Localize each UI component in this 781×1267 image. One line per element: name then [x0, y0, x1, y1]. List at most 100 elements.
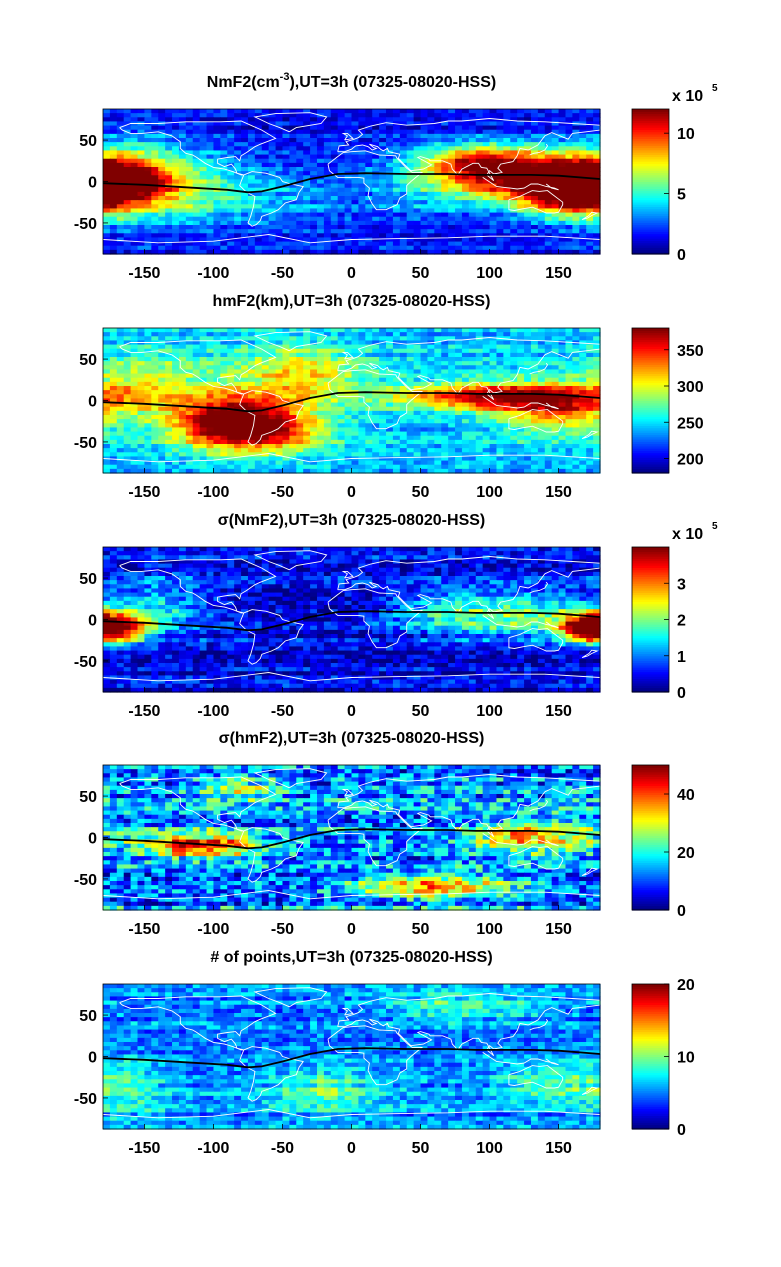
heatmap-cell	[420, 402, 429, 408]
heatmap-cell	[461, 158, 470, 164]
heatmap-cell	[234, 328, 242, 333]
heatmap-cell	[158, 456, 166, 462]
heatmap-cell	[254, 196, 263, 201]
heatmap-cell	[241, 460, 249, 466]
heatmap-cell	[116, 142, 125, 147]
heatmap-cell	[372, 220, 380, 226]
heatmap-cell	[337, 179, 346, 185]
heatmap-cell	[316, 423, 325, 429]
heatmap-cell	[579, 448, 587, 453]
heatmap-cell	[482, 444, 491, 449]
heatmap-cell	[213, 204, 221, 210]
heatmap-cell	[572, 237, 580, 243]
heatmap-cell	[420, 369, 429, 375]
heatmap-cell	[289, 394, 297, 400]
heatmap-cell	[192, 452, 201, 458]
heatmap-cell	[275, 249, 284, 255]
heatmap-cell	[434, 373, 442, 379]
heatmap-cell	[303, 439, 311, 445]
heatmap-cell	[455, 245, 463, 251]
heatmap-cell	[172, 394, 180, 400]
heatmap-cell	[296, 381, 304, 387]
heatmap-cell	[489, 117, 498, 123]
heatmap-cell	[551, 435, 560, 441]
heatmap-cell	[227, 196, 235, 201]
heatmap-cell	[372, 444, 380, 449]
heatmap-cell	[392, 225, 401, 230]
heatmap-cell	[247, 456, 256, 462]
colorbar-step	[632, 113, 669, 117]
heatmap-cell	[399, 245, 408, 251]
heatmap-cell	[220, 344, 228, 350]
heatmap-cell	[247, 171, 256, 176]
heatmap-cell	[275, 336, 284, 342]
heatmap-cell	[296, 332, 304, 337]
heatmap-cell	[227, 369, 235, 375]
heatmap-cell	[109, 162, 118, 168]
heatmap-cell	[137, 125, 146, 131]
heatmap-cell	[116, 452, 125, 458]
heatmap-cell	[137, 365, 146, 371]
heatmap-cell	[247, 390, 256, 395]
heatmap-cell	[337, 212, 346, 218]
heatmap-cell	[530, 423, 539, 429]
heatmap-cell	[441, 373, 449, 379]
heatmap-cell	[448, 435, 456, 441]
heatmap-cell	[413, 225, 422, 230]
heatmap-cell	[254, 138, 263, 143]
heatmap-cell	[220, 340, 228, 346]
heatmap-cell	[337, 439, 346, 445]
heatmap-cell	[178, 344, 187, 350]
heatmap-cell	[572, 179, 580, 185]
heatmap-cell	[517, 117, 525, 123]
heatmap-cell	[282, 373, 290, 379]
heatmap-cell	[303, 357, 311, 362]
heatmap-cell	[165, 377, 173, 383]
heatmap-cell	[593, 167, 601, 172]
heatmap-cell	[303, 419, 311, 424]
heatmap-cell	[586, 406, 594, 412]
heatmap-cell	[434, 225, 442, 230]
heatmap-cell	[530, 142, 539, 147]
heatmap-cell	[261, 133, 270, 139]
heatmap-cell	[116, 121, 125, 127]
heatmap-cell	[268, 241, 277, 247]
heatmap-cell	[268, 398, 277, 404]
heatmap-cell	[289, 328, 297, 333]
heatmap-cell	[455, 175, 463, 181]
heatmap-cell	[165, 352, 173, 358]
heatmap-cell	[165, 117, 173, 123]
heatmap-cell	[316, 381, 325, 387]
coastline	[239, 171, 304, 227]
heatmap-cell	[427, 336, 435, 342]
heatmap-cell	[316, 241, 325, 247]
heatmap-cell	[455, 419, 463, 424]
heatmap-cell	[482, 225, 491, 230]
heatmap-cell	[344, 229, 353, 234]
heatmap-cell	[461, 386, 470, 391]
heatmap-cell	[510, 154, 518, 160]
heatmap-cell	[565, 340, 573, 346]
coastline	[508, 190, 564, 214]
heatmap-cell	[116, 336, 125, 342]
heatmap-cell	[565, 167, 573, 172]
heatmap-cell	[524, 220, 532, 226]
heatmap-cell	[524, 167, 532, 172]
heatmap-cell	[365, 233, 373, 239]
heatmap-cell	[158, 245, 166, 251]
heatmap-cell	[510, 142, 518, 147]
heatmap-cell	[158, 187, 166, 193]
heatmap-cell	[199, 121, 208, 127]
heatmap-cell	[372, 175, 380, 181]
heatmap-cell	[330, 212, 339, 218]
heatmap-cell	[241, 175, 249, 181]
heatmap-cell	[275, 373, 284, 379]
heatmap-cell	[420, 150, 429, 156]
heatmap-cell	[178, 390, 187, 395]
heatmap-cell	[296, 415, 304, 420]
heatmap-cell	[199, 394, 208, 400]
heatmap-cell	[475, 340, 484, 346]
heatmap-cell	[289, 415, 297, 420]
heatmap-cell	[144, 171, 152, 176]
heatmap-cell	[330, 216, 339, 222]
